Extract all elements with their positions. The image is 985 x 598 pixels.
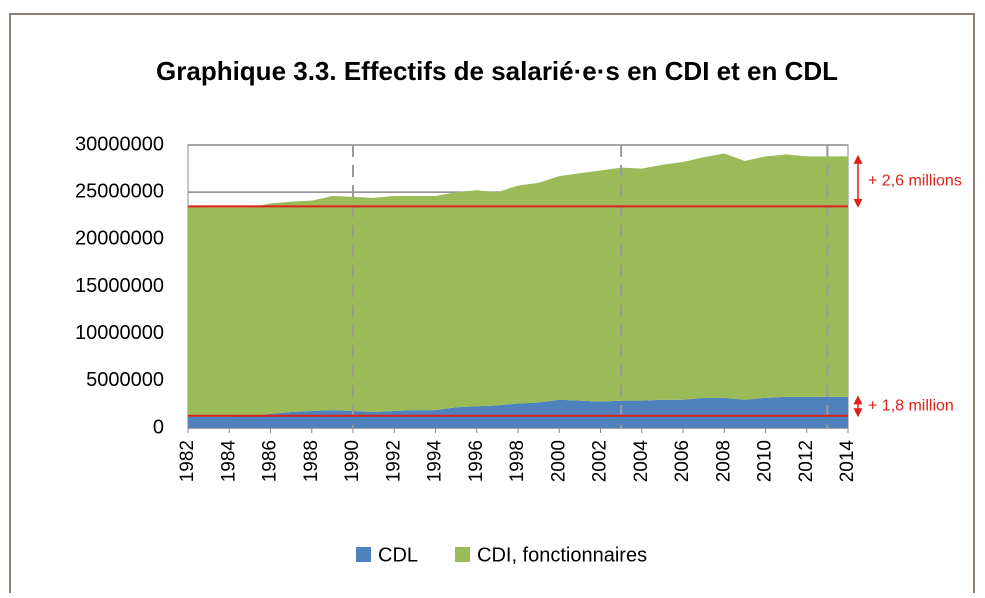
frame	[9, 13, 975, 598]
x-tick-label: 1994	[425, 440, 446, 483]
x-tick-label: 1992	[383, 440, 404, 482]
legend-swatch	[356, 547, 371, 562]
x-tick-label: 2008	[713, 440, 734, 482]
x-tick-label: 2014	[837, 440, 858, 483]
x-tick-label: 2002	[590, 440, 611, 482]
y-tick-label: 10000000	[75, 322, 164, 344]
x-tick-label: 1990	[342, 440, 363, 482]
y-tick-label: 5000000	[86, 369, 164, 391]
x-tick-label: 1988	[301, 440, 322, 482]
x-tick-label: 1982	[177, 440, 198, 482]
y-tick-label: 0	[153, 416, 164, 438]
y-tick-label: 20000000	[75, 228, 164, 250]
legend-label: CDI, fonctionnaires	[477, 544, 647, 566]
annotation: + 2,6 millions	[868, 173, 962, 190]
x-tick-label: 2004	[631, 440, 652, 483]
legend-swatch	[455, 547, 470, 562]
x-tick-label: 1998	[507, 440, 528, 482]
x-tick-label: 1996	[466, 440, 487, 482]
x-tick-label: 2010	[755, 440, 776, 482]
y-tick-label: 15000000	[75, 275, 164, 297]
annotation: + 1,8 million	[868, 398, 954, 415]
x-tick-label: 2012	[796, 440, 817, 482]
x-tick-label: 1984	[218, 440, 239, 483]
chart-title: Graphique 3.3. Effectifs de salarié·e·s …	[156, 56, 838, 86]
y-tick-label: 30000000	[75, 133, 164, 155]
x-tick-label: 1986	[260, 440, 281, 482]
y-tick-label: 25000000	[75, 180, 164, 202]
area	[188, 396, 848, 428]
x-tick-label: 2006	[672, 440, 693, 482]
legend-label: CDL	[378, 544, 418, 566]
x-tick-label: 2000	[548, 440, 569, 482]
